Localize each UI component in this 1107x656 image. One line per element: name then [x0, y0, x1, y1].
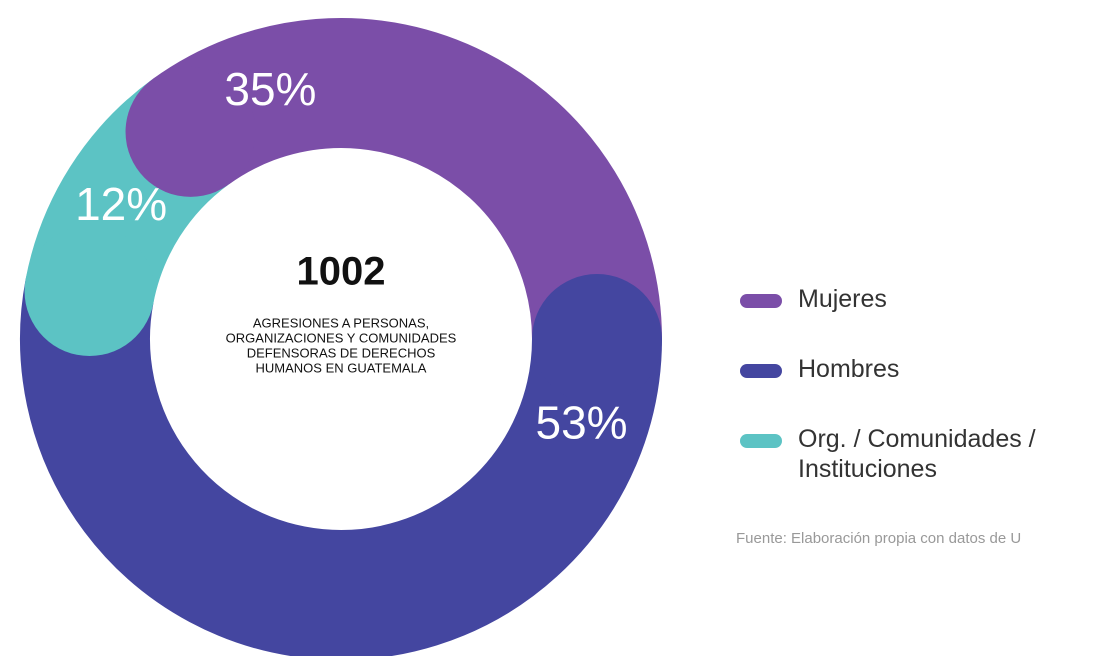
value-label: 35%: [224, 63, 316, 115]
center-text: AGRESIONES A PERSONAS,: [253, 315, 429, 330]
donut-chart: 35% 53% 12% 1002 AGRESIONES A PERSONAS,ORG…: [20, 18, 662, 656]
legend: Mujeres Hombres Org. / Comunidades / Insti…: [740, 284, 1107, 524]
segment-cap: [532, 274, 662, 404]
value-label: 53%: [536, 397, 628, 449]
center-text: DEFENSORAS DE DERECHOS: [247, 345, 436, 360]
labels: 35% 53% 12%: [75, 63, 628, 449]
segment-cap: [24, 226, 155, 357]
legend-swatch: [740, 434, 782, 448]
segment: [152, 18, 662, 341]
legend-item: Mujeres: [740, 284, 1107, 314]
legend-item: Hombres: [740, 354, 1107, 384]
legend-item: Org. / Comunidades / Instituciones: [740, 424, 1107, 484]
source: Fuente: Elaboración propia con datos de …: [736, 530, 1022, 547]
segment-cap: [125, 66, 256, 197]
legend-label: Mujeres: [798, 285, 887, 313]
inner-circle: [151, 149, 531, 529]
caps: [24, 66, 662, 404]
segment: [20, 278, 662, 656]
center-text: ORGANIZACIONES Y COMUNIDADES: [226, 330, 457, 345]
legend-swatch: [740, 364, 782, 378]
center-text: HUMANOS EN GUATEMALA: [256, 360, 427, 375]
total: 1002: [297, 250, 386, 294]
legend-label: Org. / Comunidades / Instituciones: [798, 425, 1036, 483]
legend-swatch: [740, 294, 782, 308]
value-label: 12%: [75, 178, 167, 230]
legend-label: Hombres: [798, 355, 900, 383]
